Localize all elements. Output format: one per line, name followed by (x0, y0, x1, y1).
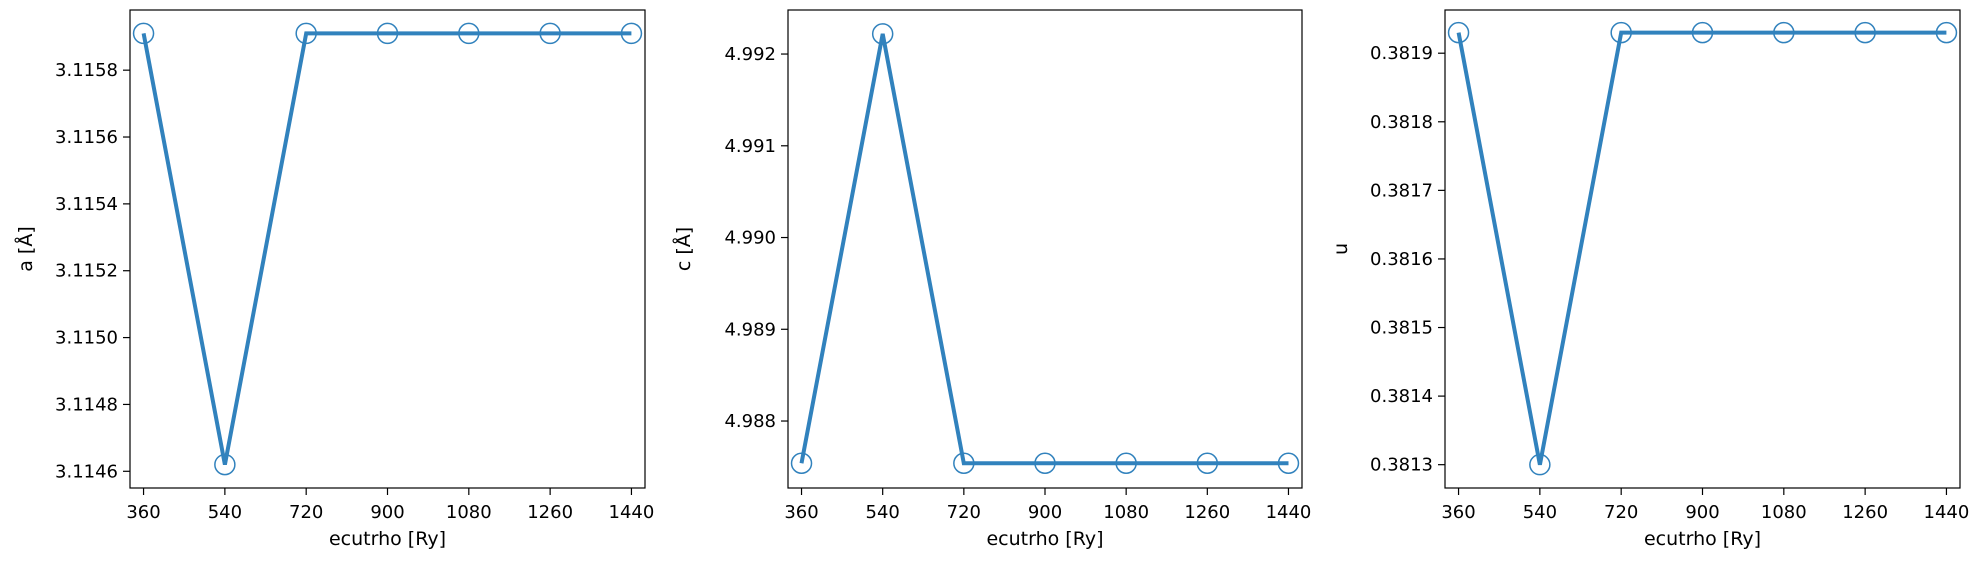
y-axis-label: a [Å] (14, 226, 37, 272)
data-point (1773, 21, 1795, 44)
y-tick-label: 4.992 (724, 44, 776, 65)
x-tick-label: 360 (1441, 502, 1475, 523)
x-tick-label: 1260 (1184, 502, 1230, 523)
data-point (1691, 21, 1714, 44)
x-tick-label: 540 (208, 502, 242, 523)
data-point (214, 453, 236, 476)
y-tick-label: 4.991 (724, 136, 776, 157)
data-point (1277, 452, 1300, 474)
x-tick-label: 360 (784, 502, 818, 523)
x-tick-label: 720 (1604, 502, 1638, 523)
y-tick-label: 4.988 (724, 411, 776, 432)
x-tick-label: 720 (289, 502, 323, 523)
data-point (1196, 452, 1219, 474)
plot-frame (129, 9, 646, 489)
x-tick-label: 1440 (1266, 502, 1312, 523)
x-tick-label: 540 (866, 502, 900, 523)
y-tick-label: 0.3815 (1370, 318, 1433, 339)
y-tick-label: 0.3813 (1370, 455, 1433, 476)
y-tick-label: 3.1156 (55, 127, 118, 148)
x-tick-label: 900 (1685, 502, 1719, 523)
data-point (1034, 452, 1056, 474)
x-tick-label: 1080 (1103, 502, 1149, 523)
data-point (376, 22, 399, 45)
y-tick-label: 3.1150 (55, 328, 118, 349)
data-point (1610, 21, 1632, 44)
data-point (1447, 21, 1470, 44)
data-point (1935, 21, 1958, 44)
data-point (953, 452, 975, 474)
x-axis-label: ecutrho [Ry] (329, 528, 446, 550)
y-tick-label: 0.3816 (1370, 249, 1433, 270)
y-tick-label: 0.3817 (1370, 180, 1433, 201)
data-point (295, 22, 317, 45)
series-line (799, 33, 1289, 466)
data-point (132, 22, 155, 45)
data-point (790, 452, 813, 474)
series-line (1456, 30, 1947, 466)
y-axis-label: u (1330, 243, 1352, 255)
y-tick-label: 3.1146 (55, 461, 118, 482)
data-point (871, 23, 894, 45)
x-tick-label: 1080 (1761, 502, 1807, 523)
y-tick-label: 3.1152 (55, 261, 118, 282)
y-axis-label: c [Å] (672, 227, 695, 271)
series-line (141, 31, 632, 465)
x-axis-label: ecutrho [Ry] (1644, 528, 1761, 550)
data-point (620, 22, 643, 45)
data-point (458, 22, 480, 45)
y-tick-label: 3.1148 (55, 394, 118, 415)
x-tick-label: 900 (370, 502, 404, 523)
x-axis-label: ecutrho [Ry] (986, 528, 1103, 550)
plot-frame (1444, 9, 1961, 489)
chart-panel-2: 360 540 720 900 1080 1260 1440 4.988 4.989 4.990 4… (672, 9, 1312, 550)
y-tick-label: 0.3819 (1370, 43, 1433, 64)
data-point (1115, 452, 1137, 474)
x-tick-label: 900 (1028, 502, 1062, 523)
x-tick-label: 1260 (527, 502, 573, 523)
x-tick-label: 720 (947, 502, 981, 523)
data-point (1529, 453, 1551, 476)
y-tick-label: 4.990 (724, 228, 776, 249)
chart-panel-3: 360 540 720 900 1080 1260 1440 0.3813 0.3814 0.38… (1330, 9, 1969, 550)
x-tick-label: 1440 (1924, 502, 1969, 523)
y-tick-label: 0.3814 (1370, 386, 1433, 407)
x-tick-label: 1260 (1842, 502, 1888, 523)
y-tick-label: 3.1154 (55, 194, 118, 215)
x-tick-label: 1440 (609, 502, 655, 523)
y-tick-label: 4.989 (724, 319, 776, 340)
x-tick-label: 360 (126, 502, 160, 523)
chart-panel-1: 360 540 720 900 1080 1260 1440 3.1146 3.1148 3.11… (14, 9, 655, 550)
x-tick-label: 1080 (446, 502, 492, 523)
data-point (1854, 21, 1876, 44)
y-tick-label: 3.1158 (55, 60, 118, 81)
y-tick-label: 0.3818 (1370, 112, 1433, 133)
data-point (539, 22, 561, 45)
x-tick-label: 540 (1523, 502, 1557, 523)
plot-frame (787, 9, 1303, 489)
